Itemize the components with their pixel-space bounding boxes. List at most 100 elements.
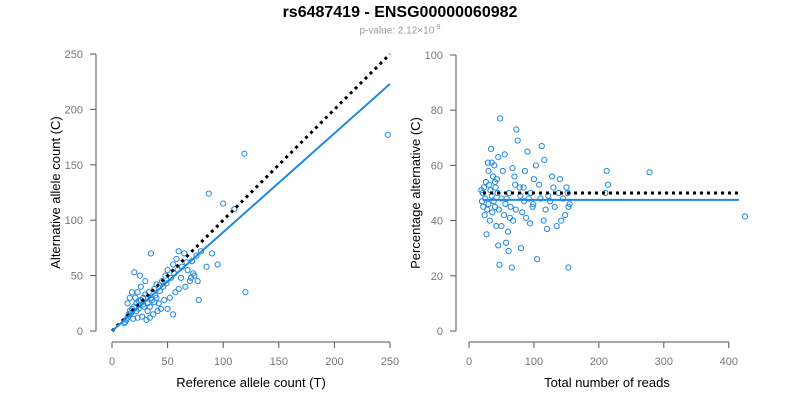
data-point: [560, 195, 567, 202]
data-point: [170, 311, 177, 318]
data-point: [193, 252, 200, 259]
data-point: [494, 189, 501, 197]
y-tick-label: 80: [431, 105, 443, 117]
data-point: [481, 211, 488, 219]
data-point: [208, 250, 216, 257]
data-point: [214, 261, 221, 268]
data-point: [526, 220, 534, 227]
data-point: [489, 173, 497, 180]
data-point: [491, 178, 499, 186]
data-point: [506, 214, 514, 221]
data-point: [542, 206, 549, 213]
x-tick-label: 150: [270, 356, 288, 368]
data-point: [194, 278, 201, 285]
data-point: [384, 131, 391, 138]
data-point: [529, 203, 536, 210]
x-tick-label: 200: [325, 356, 343, 368]
data-point: [604, 181, 612, 188]
data-point: [498, 195, 505, 202]
data-point: [486, 217, 493, 224]
y-tick-label: 0: [437, 326, 443, 338]
x-tick-label: 300: [655, 356, 673, 368]
data-point: [495, 154, 502, 161]
data-point: [499, 167, 506, 175]
data-point: [147, 250, 155, 257]
data-point: [241, 150, 248, 157]
data-point: [491, 203, 499, 210]
data-point: [485, 167, 492, 175]
data-point: [153, 294, 160, 301]
data-point: [127, 310, 135, 317]
data-point: [142, 278, 149, 285]
data-point: [551, 203, 558, 210]
data-point: [485, 200, 492, 208]
chart-title: rs6487419 - ENSG00000060982: [282, 4, 518, 21]
data-point: [509, 165, 516, 172]
data-point: [534, 256, 541, 263]
regression-line: [111, 83, 391, 332]
y-tick-label: 150: [65, 160, 83, 172]
data-point: [182, 283, 189, 290]
data-point: [490, 198, 497, 205]
data-point: [562, 211, 569, 219]
data-point: [487, 145, 495, 152]
p-value-subtitle: p-value: 2.12×10-9: [0, 24, 800, 36]
data-point: [173, 255, 180, 263]
data-point: [146, 303, 153, 310]
data-point: [186, 278, 193, 285]
data-point: [547, 198, 554, 205]
x-tick-label: 0: [109, 356, 115, 368]
data-point: [184, 266, 191, 274]
data-point: [150, 311, 157, 318]
data-point: [536, 181, 543, 188]
data-point: [167, 274, 175, 281]
y-axis-label: Alternative allele count (C): [48, 116, 63, 268]
data-point: [177, 274, 185, 281]
y-tick-label: 100: [65, 215, 83, 227]
data-point: [172, 289, 179, 296]
data-point: [197, 248, 205, 255]
data-point: [538, 142, 545, 150]
data-point: [530, 200, 537, 208]
allele-count-scatter-panel: 0 50 100 150 200 250 0 50 100 150 200 250 Reference …: [48, 49, 399, 390]
data-point: [163, 280, 170, 287]
p-value-exponent: -9: [434, 24, 441, 31]
data-point: [164, 305, 171, 312]
data-point: [520, 184, 527, 191]
data-point: [519, 209, 526, 216]
data-point: [132, 294, 139, 301]
data-point: [492, 184, 499, 191]
data-point: [563, 184, 570, 191]
p-value-text: p-value: 2.12×10: [359, 25, 435, 37]
data-point: [558, 217, 565, 224]
y-axis-label: Percentage alternative (C): [408, 117, 423, 269]
data-point: [231, 206, 238, 213]
y-tick-label: 40: [431, 216, 443, 228]
y-tick-label: 60: [431, 160, 443, 172]
data-point: [154, 307, 161, 315]
x-tick-label: 200: [590, 356, 608, 368]
x-tick-label: 100: [214, 356, 232, 368]
data-point: [175, 248, 182, 255]
data-point: [495, 242, 502, 249]
data-point: [242, 289, 249, 296]
data-point: [175, 285, 182, 292]
data-point: [516, 184, 523, 191]
data-point: [502, 200, 509, 208]
data-point: [507, 203, 514, 210]
data-point: [513, 126, 520, 133]
data-point: [161, 296, 168, 304]
y-tick-label: 50: [71, 271, 83, 283]
data-point: [134, 314, 141, 321]
data-point: [478, 198, 486, 205]
x-tick-label: 0: [466, 356, 472, 368]
y-tick-label: 20: [431, 271, 443, 283]
data-point: [151, 285, 158, 292]
data-point: [130, 315, 137, 322]
data-point: [498, 223, 505, 230]
data-point: [488, 159, 495, 166]
y-tick-label: 0: [77, 326, 83, 338]
data-point: [530, 176, 538, 183]
data-point: [537, 195, 544, 202]
